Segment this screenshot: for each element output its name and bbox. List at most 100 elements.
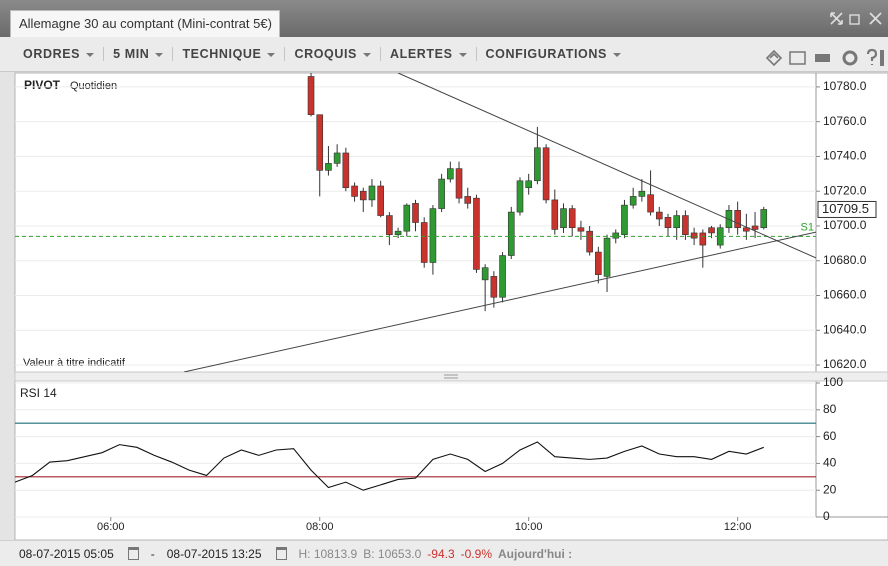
toolbar-menu[interactable]: CROQUIS bbox=[285, 47, 381, 61]
dropdown-caret bbox=[267, 52, 276, 57]
y-tick-label: 20 bbox=[823, 482, 837, 496]
toolbar-menu-label: CONFIGURATIONS bbox=[485, 47, 607, 61]
candle-body bbox=[551, 199, 559, 230]
candle-body bbox=[499, 255, 506, 298]
candle-body bbox=[655, 211, 663, 220]
y-tick-label: 10660.0 bbox=[823, 288, 867, 302]
candle-body bbox=[673, 215, 680, 229]
start-date: 08-07-2015 05:05 bbox=[19, 546, 114, 561]
status-bar: 08-07-2015 05:05 - 08-07-2015 13:25 H: 1… bbox=[0, 540, 888, 566]
candle-body bbox=[507, 211, 515, 256]
rsi-line bbox=[14, 441, 764, 491]
day-high: H: 10813.9 bbox=[298, 546, 358, 561]
help-icon[interactable] bbox=[866, 48, 878, 65]
dropdown-caret bbox=[155, 52, 164, 57]
toolbar-menu-label: CROQUIS bbox=[294, 47, 357, 61]
candle-body bbox=[325, 163, 332, 171]
print-icon[interactable] bbox=[815, 54, 830, 62]
y-tick-label: 10620.0 bbox=[823, 357, 867, 371]
candle-body bbox=[525, 180, 532, 189]
toolbar-menu[interactable]: CONFIGURATIONS bbox=[477, 47, 630, 61]
candle-body bbox=[420, 222, 428, 263]
y-tick-label: 10760.0 bbox=[823, 114, 867, 128]
candle-body bbox=[595, 251, 602, 275]
candle-body bbox=[394, 230, 402, 235]
candle-body bbox=[316, 114, 324, 171]
candle-body bbox=[586, 230, 593, 253]
candle-body bbox=[359, 190, 367, 201]
y-tick-label: 100 bbox=[823, 375, 843, 389]
toolbar-menu-label: TECHNIQUE bbox=[182, 47, 262, 61]
y-tick-label: 80 bbox=[823, 402, 837, 416]
candle-body bbox=[473, 197, 480, 270]
pivot-label: S1 bbox=[801, 221, 814, 233]
candle-body bbox=[542, 147, 550, 201]
change-pct: -0.9% bbox=[460, 546, 492, 561]
candle-body bbox=[568, 208, 576, 229]
toolbar-menu[interactable]: ALERTES bbox=[381, 47, 477, 61]
day-low: B: 10653.0 bbox=[363, 546, 422, 561]
y-tick-label: 10680.0 bbox=[823, 253, 867, 267]
toolbar-menu-label: ORDRES bbox=[23, 47, 81, 61]
toolbar-menu[interactable]: 5 MIN bbox=[104, 47, 174, 61]
y-tick-label: 60 bbox=[823, 429, 837, 443]
candle-body bbox=[621, 204, 628, 235]
candle-body bbox=[481, 267, 489, 281]
candle-body bbox=[682, 215, 689, 235]
candle-body bbox=[351, 185, 358, 197]
y-tick-label: 10720.0 bbox=[823, 183, 867, 197]
change: -94.3 bbox=[427, 546, 455, 561]
candle-body bbox=[464, 196, 472, 204]
toolbar-menu[interactable]: ORDRES bbox=[14, 47, 105, 61]
candle-body bbox=[429, 208, 437, 263]
candle-body bbox=[447, 168, 454, 180]
candle-body bbox=[734, 210, 741, 229]
tab-title[interactable]: Allemagne 30 au comptant (Mini-contrat 5… bbox=[10, 10, 280, 37]
rsi-title: RSI 14 bbox=[20, 386, 57, 400]
toolbar-icons bbox=[765, 48, 884, 67]
candle-body bbox=[647, 194, 654, 213]
close-icon[interactable] bbox=[869, 12, 882, 25]
candle-body bbox=[690, 232, 698, 239]
y-tick-label: 10700.0 bbox=[823, 218, 867, 232]
calendar-icon[interactable] bbox=[127, 547, 139, 560]
pivot-legend-sub: Quotidien bbox=[70, 80, 117, 92]
popout-icon[interactable] bbox=[849, 14, 860, 25]
candle-body bbox=[490, 276, 498, 298]
last-price-label: 10709.5 bbox=[822, 201, 869, 216]
candle-body bbox=[708, 227, 715, 234]
more-icon[interactable] bbox=[880, 50, 884, 66]
indicative-note: Valeur à titre indicatif bbox=[23, 357, 126, 369]
window-header: Allemagne 30 au comptant (Mini-contrat 5… bbox=[0, 0, 888, 37]
settings-icon[interactable] bbox=[842, 50, 858, 66]
candle-body bbox=[342, 152, 350, 189]
end-date: 08-07-2015 13:25 bbox=[166, 546, 262, 561]
candle-body bbox=[577, 227, 585, 232]
candle-body bbox=[743, 227, 750, 232]
calendar-icon[interactable] bbox=[275, 547, 287, 560]
image-icon[interactable] bbox=[789, 51, 806, 65]
candle-body bbox=[403, 204, 411, 232]
candle-body bbox=[377, 185, 384, 216]
plot-clip bbox=[15, 73, 816, 372]
pivot-legend: PIVOT bbox=[24, 78, 61, 92]
toolbar-menu[interactable]: TECHNIQUE bbox=[173, 47, 286, 61]
candle-body bbox=[760, 209, 768, 229]
candle-body bbox=[751, 225, 759, 230]
y-tick-label: 10740.0 bbox=[823, 149, 867, 163]
dropdown-caret bbox=[458, 52, 467, 57]
x-tick-label: 06:00 bbox=[97, 521, 125, 533]
panel-splitter[interactable] bbox=[14, 371, 888, 382]
dropdown-caret bbox=[363, 52, 371, 57]
layers-icon[interactable] bbox=[765, 49, 783, 67]
candle-body bbox=[368, 185, 376, 201]
candle-body bbox=[438, 178, 445, 209]
candle-body bbox=[629, 196, 637, 206]
y-tick-label: 40 bbox=[823, 456, 837, 470]
chart-panel bbox=[14, 72, 888, 541]
candle-body bbox=[333, 152, 341, 164]
expand-icon[interactable] bbox=[830, 12, 843, 25]
